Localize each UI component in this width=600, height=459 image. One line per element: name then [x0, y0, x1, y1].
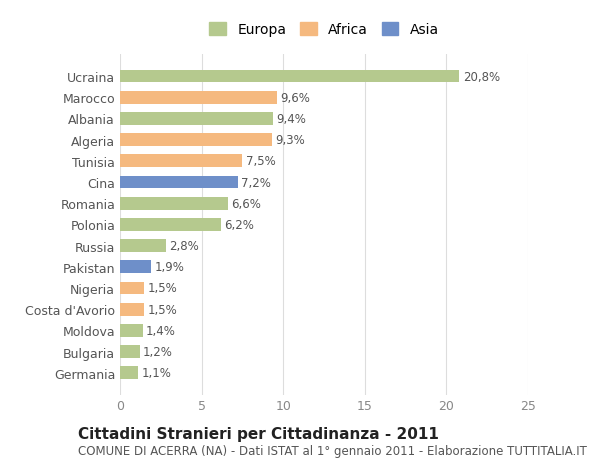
Bar [120, 197, 228, 210]
Text: Cittadini Stranieri per Cittadinanza - 2011: Cittadini Stranieri per Cittadinanza - 2… [78, 425, 439, 441]
Text: 9,4%: 9,4% [277, 112, 307, 126]
Text: 1,4%: 1,4% [146, 324, 176, 337]
Bar [120, 92, 277, 104]
Text: 1,1%: 1,1% [141, 366, 171, 380]
Bar [120, 155, 242, 168]
Text: 1,5%: 1,5% [148, 282, 178, 295]
Bar [120, 218, 221, 231]
Text: 7,2%: 7,2% [241, 176, 271, 189]
Bar [120, 325, 143, 337]
Text: 9,6%: 9,6% [280, 91, 310, 105]
Text: 2,8%: 2,8% [169, 240, 199, 252]
Bar [120, 176, 238, 189]
Bar [120, 134, 272, 147]
Legend: Europa, Africa, Asia: Europa, Africa, Asia [204, 18, 444, 43]
Bar [120, 71, 460, 83]
Text: 6,6%: 6,6% [231, 197, 261, 210]
Text: 7,5%: 7,5% [245, 155, 275, 168]
Bar [120, 113, 274, 125]
Bar [120, 282, 145, 295]
Text: 6,2%: 6,2% [224, 218, 254, 231]
Bar [120, 346, 140, 358]
Bar [120, 240, 166, 252]
Text: 20,8%: 20,8% [463, 70, 500, 84]
Bar [120, 367, 138, 379]
Text: 1,2%: 1,2% [143, 345, 173, 358]
Text: 1,5%: 1,5% [148, 303, 178, 316]
Text: 9,3%: 9,3% [275, 134, 305, 147]
Bar [120, 303, 145, 316]
Bar [120, 261, 151, 274]
Text: COMUNE DI ACERRA (NA) - Dati ISTAT al 1° gennaio 2011 - Elaborazione TUTTITALIA.: COMUNE DI ACERRA (NA) - Dati ISTAT al 1°… [78, 444, 587, 457]
Text: 1,9%: 1,9% [154, 261, 184, 274]
